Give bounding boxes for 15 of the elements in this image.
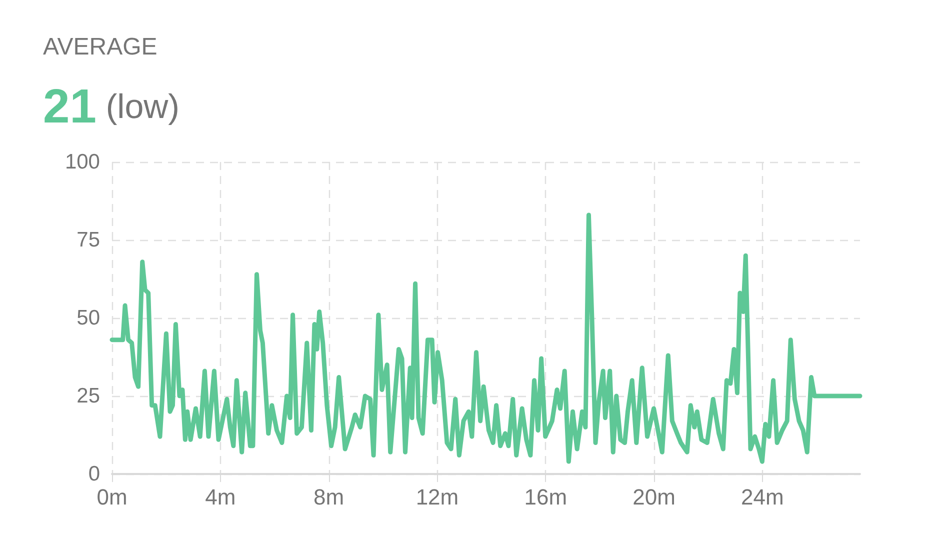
x-tick-label: 12m xyxy=(416,484,459,510)
x-tick-label: 20m xyxy=(632,484,676,510)
y-tick-label: 50 xyxy=(76,306,100,330)
x-tick-label: 8m xyxy=(314,484,344,510)
y-tick-label: 75 xyxy=(76,228,100,252)
x-tick-label: 16m xyxy=(524,484,568,510)
x-tick-label: 24m xyxy=(741,484,784,510)
x-tick-label: 0m xyxy=(96,484,128,510)
chart-subtitle: 21 (low) xyxy=(43,80,180,134)
x-tick-label: 4m xyxy=(205,484,236,510)
y-tick-label: 25 xyxy=(76,384,100,408)
chart-title: AVERAGE xyxy=(43,34,158,60)
y-tick-label: 0 xyxy=(88,462,100,486)
line-series xyxy=(110,212,862,464)
y-tick-label: 100 xyxy=(64,150,100,174)
